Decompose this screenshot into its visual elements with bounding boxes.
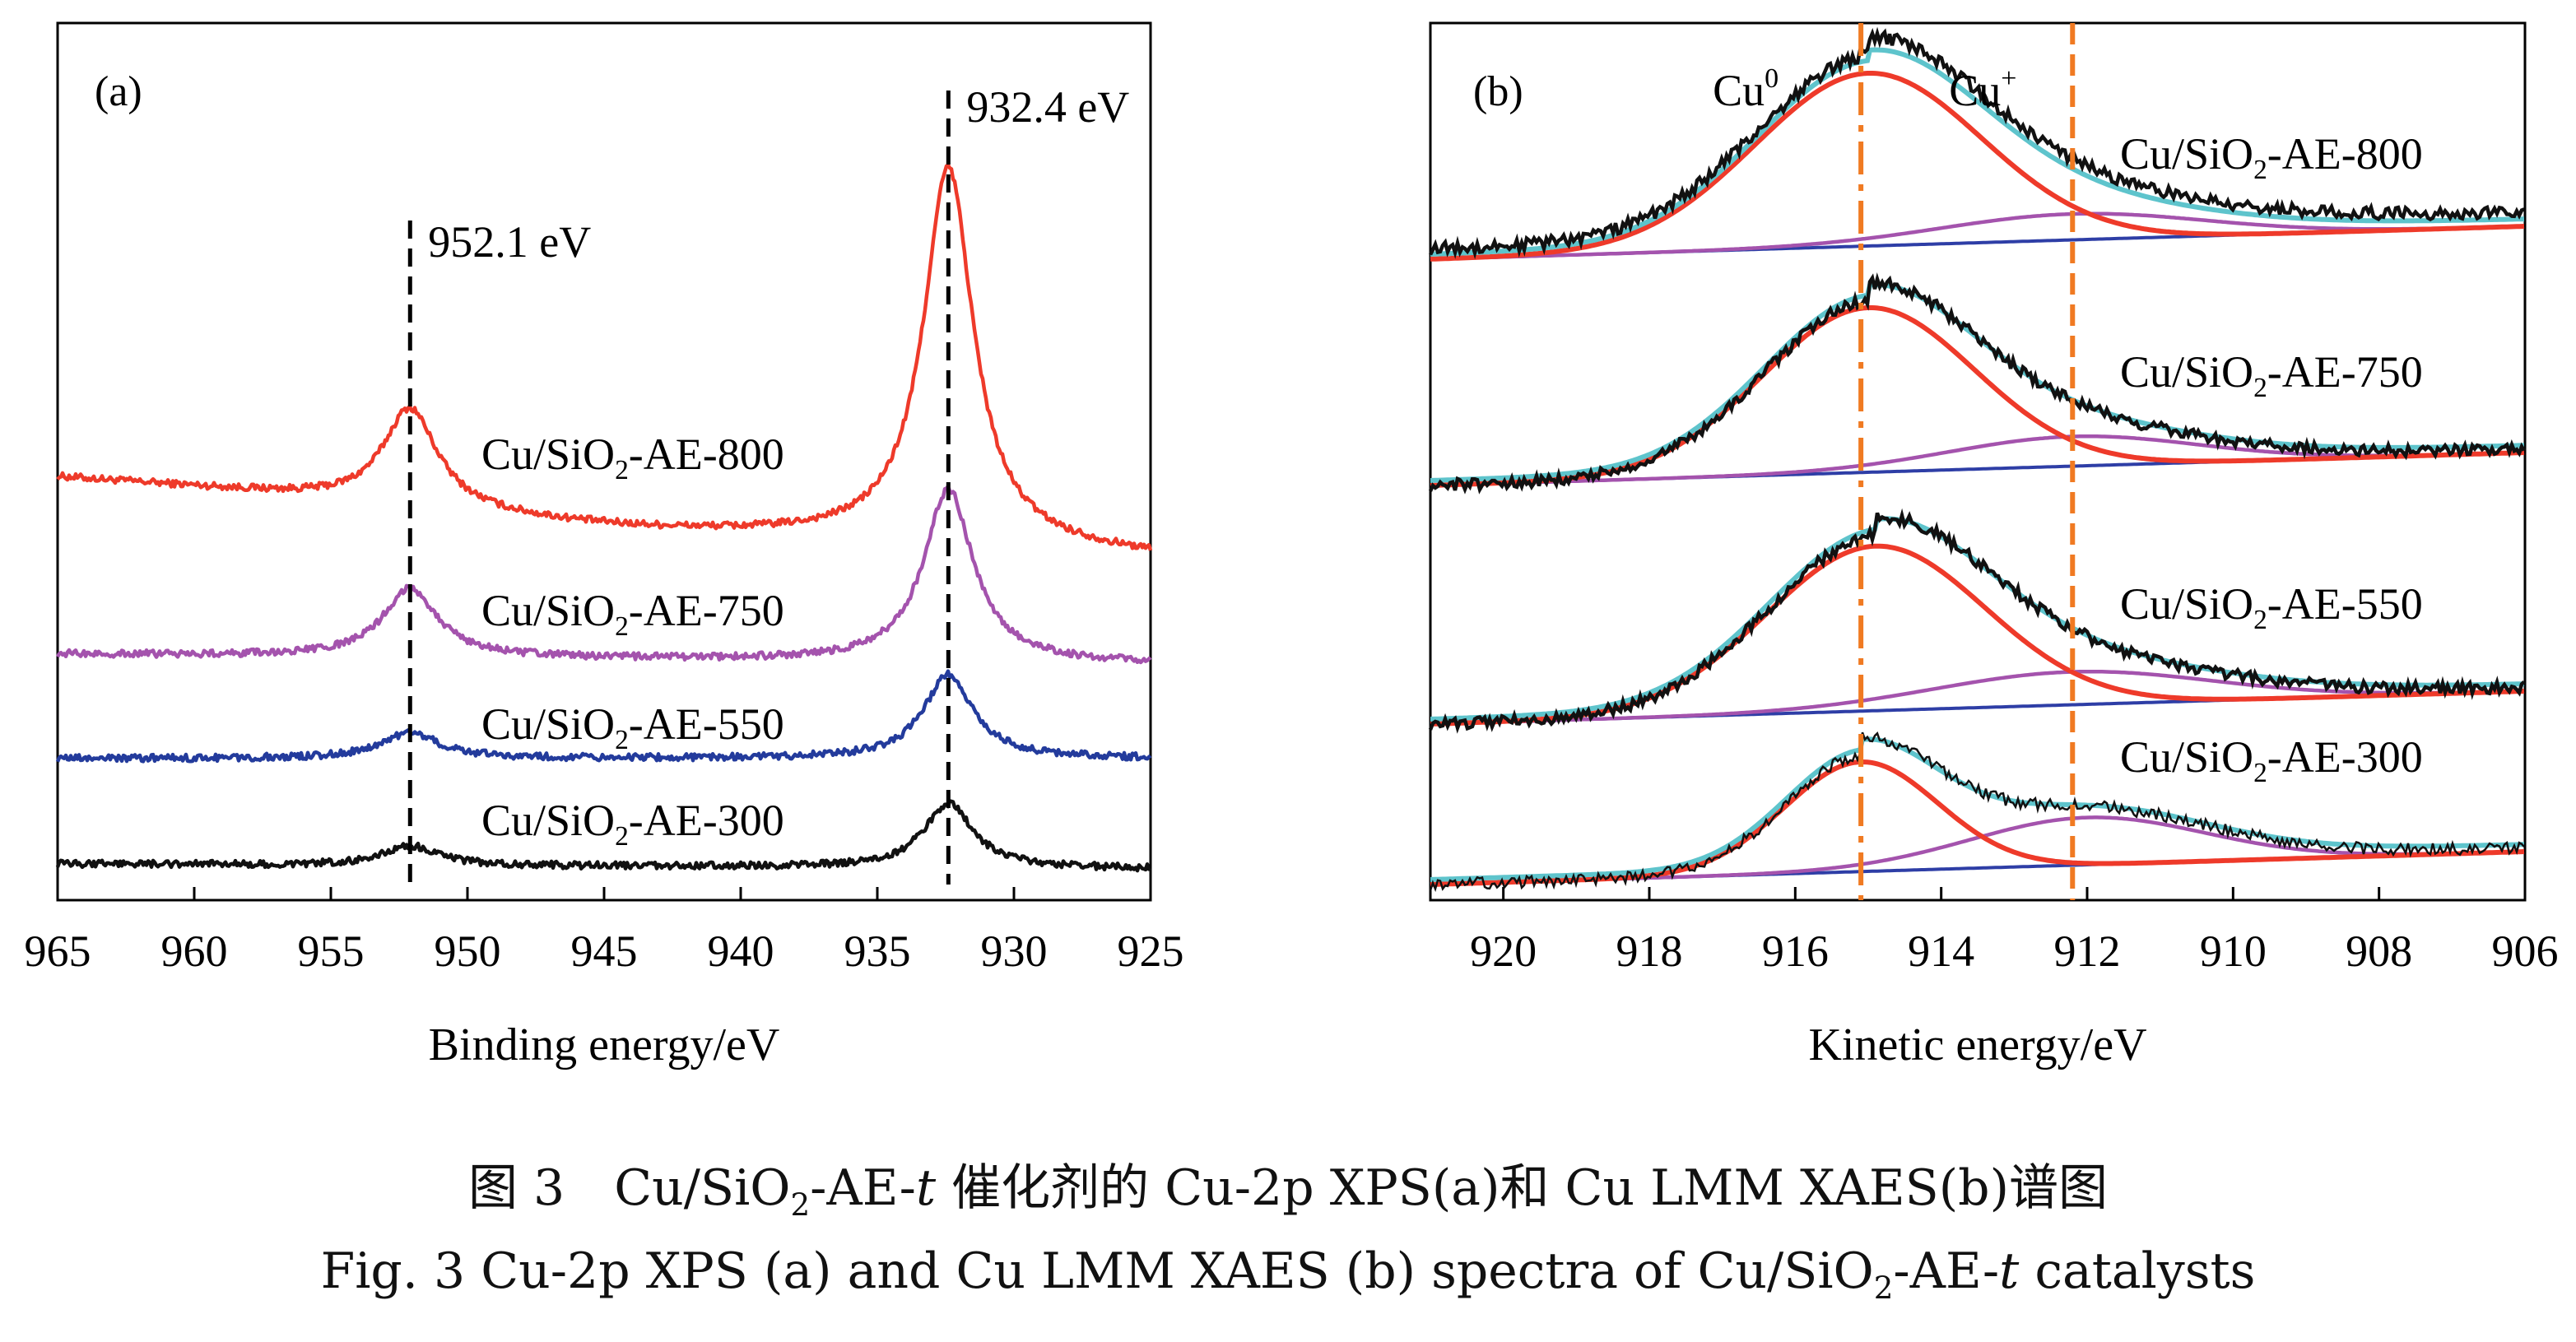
reference-line-label: Cu+ (1949, 63, 2016, 115)
caption-cn-post: 催化剂的 Cu-2p XPS(a)和 Cu LMM XAES(b)谱图 (936, 1159, 2108, 1217)
reference-line-label: 932.4 eV (966, 82, 1129, 132)
x-tick-label: 912 (2054, 926, 2121, 976)
spectrum-line (55, 669, 1152, 764)
x-tick-label: 955 (298, 926, 365, 976)
cu-plus-fit-line (1430, 434, 2525, 488)
figure: (a) 965 960 955 950 945 940 935 930 925 Binding en… (25, 21, 2559, 1070)
panel-a-label: (a) (95, 68, 142, 115)
series-label-part: -AE-750 (2267, 347, 2423, 397)
raw-spectrum-line (1428, 508, 2526, 734)
series-label-part: -AE-800 (629, 430, 784, 479)
cu0-fit-line (1430, 543, 2525, 727)
cu0-fit-line (1430, 71, 2525, 262)
series-label: Cu/SiO2-AE-300 (481, 796, 784, 852)
panel-b-frame (1429, 21, 2527, 902)
reference-line-label-base: Cu (1949, 66, 2001, 115)
caption-cn-italic: t (915, 1159, 937, 1217)
x-tick-label: 930 (981, 926, 1048, 976)
panel-a: (a) 965 960 955 950 945 940 935 930 925 Binding en… (25, 21, 1184, 1070)
caption-cn-sub: 2 (790, 1186, 811, 1223)
x-tick-label: 906 (2492, 926, 2559, 976)
x-tick-label: 918 (1616, 926, 1683, 976)
series-label-part: Cu/SiO (481, 430, 615, 479)
reference-line-label-sup: + (2001, 63, 2016, 94)
reference-line-label: Cu0 (1713, 63, 1779, 115)
series-label-part: -AE-300 (2267, 732, 2423, 782)
caption-en-post: catalysts (2019, 1242, 2256, 1300)
series-label: Cu/SiO2-AE-300 (2120, 732, 2423, 788)
x-tick-label: 916 (1762, 926, 1829, 976)
series-label-sub: 2 (2253, 155, 2267, 185)
caption-en-mid: -AE- (1893, 1242, 2000, 1300)
reference-line-label: 952.1 eV (428, 217, 591, 267)
series-label-part: -AE-300 (629, 796, 784, 845)
x-tick-label: 908 (2346, 926, 2412, 976)
caption-en-sub: 2 (1873, 1270, 1894, 1306)
series-label-part: -AE-550 (2267, 579, 2423, 629)
series-label-sub: 2 (615, 821, 629, 852)
reference-line-label-sup: 0 (1765, 63, 1779, 94)
caption-en-italic: t (1999, 1242, 2020, 1300)
series-label-sub: 2 (2253, 605, 2267, 635)
series-label: Cu/SiO2-AE-750 (2120, 347, 2423, 403)
series-label-sub: 2 (615, 725, 629, 755)
caption-cn-mid: -AE- (810, 1159, 916, 1217)
raw-spectrum-line (1428, 272, 2526, 495)
x-axis-label: Kinetic energy/eV (1808, 1019, 2146, 1070)
x-tick-label: 935 (844, 926, 911, 976)
series-label: Cu/SiO2-AE-750 (481, 586, 784, 642)
x-tick-label: 960 (161, 926, 228, 976)
x-tick-label: 920 (1470, 926, 1537, 976)
x-tick-label: 940 (708, 926, 774, 976)
series-label: Cu/SiO2-AE-550 (481, 699, 784, 755)
reference-line-label-base: Cu (1713, 66, 1765, 115)
series-label-part: -AE-750 (629, 586, 784, 635)
series-label-part: Cu/SiO (481, 796, 615, 845)
cu-plus-fit-line (1430, 211, 2525, 262)
panel-b: (b) 920 918 916 914 912 910 908 906 Kinetic energ… (1428, 21, 2559, 1070)
caption-chinese: 图 3 Cu/SiO2-AE-t 催化剂的 Cu-2p XPS(a)和 Cu L… (0, 1148, 2576, 1223)
spectrum-line (56, 163, 1153, 551)
spectrum-line (56, 484, 1152, 665)
x-tick-label: 965 (25, 926, 91, 976)
x-tick-label: 914 (1908, 926, 1974, 976)
caption-en-pre: Fig. 3 Cu-2p XPS (a) and Cu LMM XAES (b)… (320, 1242, 1874, 1300)
x-tick-label: 925 (1118, 926, 1184, 976)
series-label: Cu/SiO2-AE-550 (2120, 579, 2423, 635)
x-tick-label: 945 (571, 926, 638, 976)
series-label-part: Cu/SiO (481, 586, 615, 635)
series-label-part: Cu/SiO (2120, 732, 2253, 782)
series-label-sub: 2 (615, 455, 629, 485)
panel-b-label: (b) (1473, 68, 1523, 115)
raw-spectrum-line (1428, 26, 2525, 260)
series-label-sub: 2 (2253, 758, 2267, 788)
series-label: Cu/SiO2-AE-800 (481, 430, 784, 485)
series-label-part: -AE-550 (629, 699, 784, 749)
cu-plus-fit-line (1430, 669, 2525, 727)
spectrum-line (55, 799, 1152, 873)
caption-english: Fig. 3 Cu-2p XPS (a) and Cu LMM XAES (b)… (0, 1242, 2576, 1306)
series-label-sub: 2 (615, 611, 629, 642)
raw-spectrum-line (1429, 731, 2525, 893)
series-label-part: Cu/SiO (481, 699, 615, 749)
caption-cn-pre: 图 3 Cu/SiO (467, 1159, 791, 1217)
x-tick-label: 910 (2200, 926, 2267, 976)
series-label-part: Cu/SiO (2120, 579, 2253, 629)
x-axis-label: Binding energy/eV (429, 1019, 780, 1070)
series-label: Cu/SiO2-AE-800 (2120, 129, 2423, 185)
series-label-part: Cu/SiO (2120, 347, 2253, 397)
x-tick-label: 950 (435, 926, 501, 976)
series-label-part: -AE-800 (2267, 129, 2423, 179)
series-label-part: Cu/SiO (2120, 129, 2253, 179)
series-label-sub: 2 (2253, 373, 2267, 403)
